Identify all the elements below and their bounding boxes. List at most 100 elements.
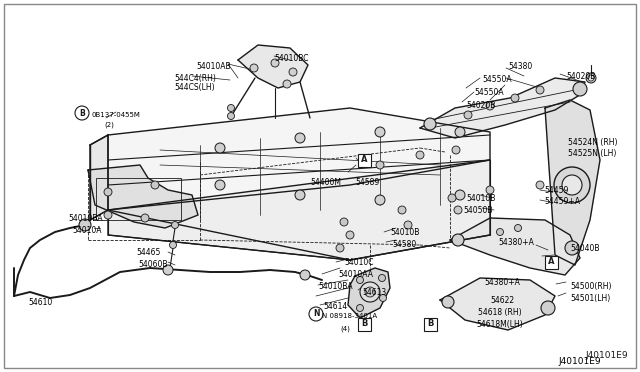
Circle shape — [141, 214, 149, 222]
FancyBboxPatch shape — [424, 317, 436, 330]
Circle shape — [536, 181, 544, 189]
Circle shape — [448, 194, 456, 202]
Circle shape — [486, 186, 494, 194]
Text: 54380+A: 54380+A — [484, 278, 520, 287]
Circle shape — [511, 94, 519, 102]
Polygon shape — [545, 100, 600, 265]
Polygon shape — [108, 160, 490, 260]
Polygon shape — [450, 218, 580, 275]
Polygon shape — [348, 268, 390, 318]
Text: 54465: 54465 — [136, 248, 161, 257]
Text: A: A — [361, 155, 367, 164]
Text: 54524N (RH): 54524N (RH) — [568, 138, 618, 147]
Circle shape — [215, 180, 225, 190]
Text: B: B — [427, 320, 433, 328]
Polygon shape — [90, 135, 108, 220]
Text: 54010BA: 54010BA — [318, 282, 353, 291]
FancyBboxPatch shape — [545, 256, 557, 269]
Polygon shape — [88, 165, 198, 228]
Circle shape — [163, 265, 173, 275]
Text: 54614: 54614 — [323, 302, 348, 311]
Circle shape — [375, 127, 385, 137]
Polygon shape — [440, 278, 555, 330]
Text: 54010AB: 54010AB — [196, 62, 230, 71]
FancyBboxPatch shape — [358, 317, 371, 330]
Circle shape — [356, 276, 364, 283]
Circle shape — [172, 221, 179, 228]
Text: J40101E9: J40101E9 — [586, 351, 628, 360]
Circle shape — [452, 234, 464, 246]
Text: J40101E9: J40101E9 — [558, 357, 600, 366]
Text: 54020B: 54020B — [466, 101, 495, 110]
Circle shape — [376, 161, 384, 169]
Circle shape — [380, 295, 387, 301]
Text: N 08918-3401A: N 08918-3401A — [322, 313, 377, 319]
Circle shape — [170, 241, 177, 248]
Circle shape — [536, 86, 544, 94]
Circle shape — [75, 106, 89, 120]
Circle shape — [340, 218, 348, 226]
Circle shape — [497, 228, 504, 235]
Text: 54380: 54380 — [508, 62, 532, 71]
Circle shape — [215, 143, 225, 153]
Text: 54610: 54610 — [28, 298, 52, 307]
Circle shape — [455, 127, 465, 137]
Circle shape — [300, 270, 310, 280]
Text: 544CS(LH): 544CS(LH) — [174, 83, 214, 92]
Circle shape — [573, 82, 587, 96]
Text: 54380+A: 54380+A — [498, 238, 534, 247]
Circle shape — [104, 188, 112, 196]
Circle shape — [454, 206, 462, 214]
Bar — [96, 178, 181, 220]
Polygon shape — [420, 78, 585, 138]
Text: 54622: 54622 — [490, 296, 514, 305]
Circle shape — [360, 282, 380, 302]
Circle shape — [565, 241, 579, 255]
Text: 54613: 54613 — [362, 288, 387, 297]
Circle shape — [398, 206, 406, 214]
Text: 54010AA: 54010AA — [338, 270, 373, 279]
Text: 54400M: 54400M — [310, 178, 341, 187]
Text: 54050B: 54050B — [463, 206, 493, 215]
Text: 54010BC: 54010BC — [274, 54, 308, 63]
Circle shape — [375, 195, 385, 205]
Text: 54010A: 54010A — [72, 226, 102, 235]
Circle shape — [404, 221, 412, 229]
Circle shape — [486, 102, 494, 110]
Circle shape — [378, 275, 385, 282]
Circle shape — [79, 219, 91, 231]
Text: A: A — [548, 257, 554, 266]
Circle shape — [541, 301, 555, 315]
Text: 54010C: 54010C — [344, 258, 374, 267]
Circle shape — [309, 307, 323, 321]
Text: 54550A: 54550A — [474, 88, 504, 97]
Circle shape — [283, 80, 291, 88]
Polygon shape — [238, 45, 308, 88]
Text: 54618M(LH): 54618M(LH) — [476, 320, 523, 329]
Text: 54020B: 54020B — [566, 72, 595, 81]
Text: 54040B: 54040B — [570, 244, 600, 253]
Circle shape — [464, 111, 472, 119]
Circle shape — [250, 64, 258, 72]
Text: 54525N (LH): 54525N (LH) — [568, 149, 616, 158]
Text: 0B137-0455M: 0B137-0455M — [92, 112, 141, 118]
Circle shape — [151, 181, 159, 189]
Circle shape — [424, 118, 436, 130]
Text: B: B — [361, 320, 367, 328]
Text: 54459: 54459 — [544, 186, 568, 195]
Circle shape — [356, 305, 364, 311]
Circle shape — [227, 112, 234, 119]
Text: 54010BA: 54010BA — [68, 214, 102, 223]
Circle shape — [562, 175, 582, 195]
Text: 54010B: 54010B — [466, 194, 495, 203]
Circle shape — [289, 68, 297, 76]
Circle shape — [586, 73, 596, 83]
Circle shape — [295, 190, 305, 200]
Circle shape — [442, 296, 454, 308]
Text: 54580: 54580 — [392, 240, 416, 249]
Circle shape — [227, 105, 234, 112]
Text: N: N — [313, 310, 319, 318]
Circle shape — [515, 224, 522, 231]
FancyBboxPatch shape — [358, 154, 371, 167]
Polygon shape — [108, 108, 490, 210]
